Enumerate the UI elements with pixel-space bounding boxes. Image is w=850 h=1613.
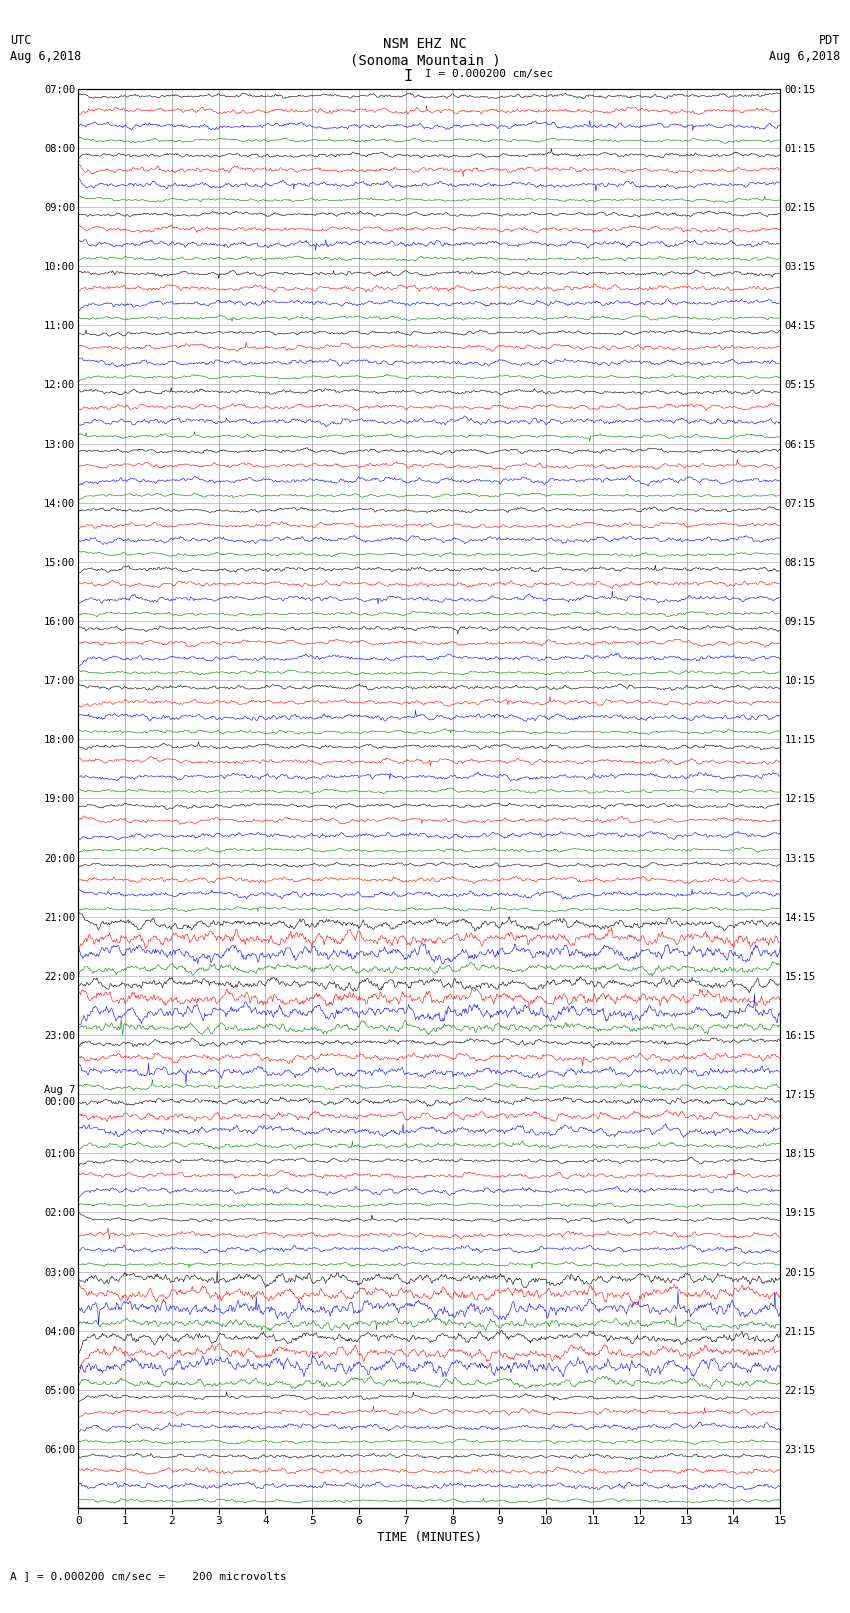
- Text: I: I: [404, 69, 412, 84]
- X-axis label: TIME (MINUTES): TIME (MINUTES): [377, 1531, 482, 1544]
- Text: Aug 6,2018: Aug 6,2018: [768, 50, 840, 63]
- Text: A ] = 0.000200 cm/sec =    200 microvolts: A ] = 0.000200 cm/sec = 200 microvolts: [10, 1571, 287, 1581]
- Text: (Sonoma Mountain ): (Sonoma Mountain ): [349, 53, 501, 68]
- Text: NSM EHZ NC: NSM EHZ NC: [383, 37, 467, 52]
- Text: I = 0.000200 cm/sec: I = 0.000200 cm/sec: [425, 69, 553, 79]
- Text: PDT: PDT: [819, 34, 840, 47]
- Text: Aug 6,2018: Aug 6,2018: [10, 50, 82, 63]
- Text: UTC: UTC: [10, 34, 31, 47]
